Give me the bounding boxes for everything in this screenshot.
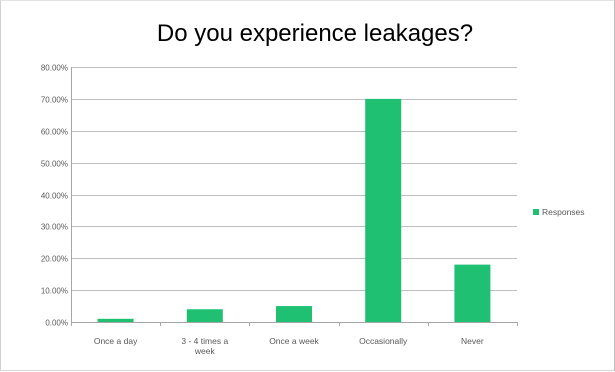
- y-tick-label: 50.00%: [41, 160, 68, 169]
- y-tick-label: 70.00%: [41, 96, 68, 105]
- x-axis-category-labels: Once a day 3 - 4 times a week Once a week Oc…: [94, 336, 484, 356]
- x-category-label: Once a week: [269, 336, 319, 346]
- y-tick-label: 20.00%: [41, 255, 68, 264]
- x-category-label: 3 - 4 times a week: [181, 336, 228, 356]
- y-tick-label: 60.00%: [41, 128, 68, 137]
- y-axis-tick-labels: 0.00% 10.00% 20.00% 30.00% 40.00% 50.00% 60.00…: [41, 64, 68, 328]
- gridlines: [71, 67, 517, 291]
- bar-3-4-times-a-week: [186, 309, 223, 322]
- bar-once-a-day: [97, 318, 134, 322]
- y-tick-label: 40.00%: [41, 192, 68, 201]
- y-tick-label: 30.00%: [41, 223, 68, 232]
- x-category-label: Once a day: [94, 336, 138, 346]
- x-category-label: Occasionally: [359, 336, 408, 346]
- y-tick-label: 0.00%: [45, 319, 68, 328]
- legend-label-responses: Responses: [542, 207, 585, 217]
- bar-occasionally: [365, 98, 402, 322]
- legend: Responses: [533, 207, 585, 217]
- axes: [71, 67, 518, 326]
- y-tick-label: 10.00%: [41, 287, 68, 296]
- y-tick-label: 80.00%: [41, 64, 68, 73]
- chart-title: Do you experience leakages?: [157, 20, 473, 47]
- bars: [97, 98, 491, 322]
- bar-never: [454, 264, 491, 322]
- bar-once-a-week: [276, 306, 312, 322]
- x-category-label: Never: [461, 336, 484, 346]
- legend-swatch-responses: [533, 209, 539, 215]
